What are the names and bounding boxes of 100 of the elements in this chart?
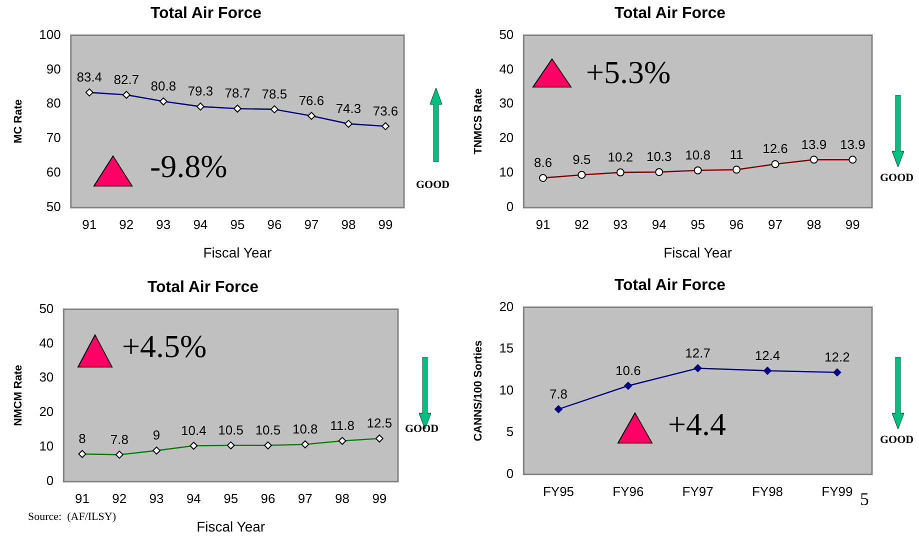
y-axis-title: MC Rate (12, 99, 25, 144)
annotation: +5.3% (586, 54, 671, 90)
point (833, 368, 842, 376)
y-tick-label: 20 (39, 404, 54, 420)
data-label: 10.2 (608, 150, 634, 165)
x-tick-label: 96 (260, 490, 276, 506)
data-label: 8 (78, 431, 86, 446)
source-note: Source: (AF/ILSY) (28, 511, 116, 523)
y-tick-label: 70 (46, 130, 61, 146)
y-tick-label: 50 (39, 300, 54, 316)
x-tick-label: 93 (613, 216, 628, 232)
text: GOOD (880, 172, 914, 184)
y-tick-label: 20 (499, 130, 514, 146)
x-tick-label: 98 (335, 490, 350, 506)
y-tick-label: 0 (506, 199, 514, 214)
y-tick-label: 10 (499, 164, 514, 180)
y-tick-label: 0 (506, 466, 514, 481)
y-axis-title: CANNS/100 Sorties (472, 340, 485, 442)
data-label: 8.6 (534, 155, 552, 170)
y-tick-label: 10 (499, 382, 514, 398)
data-label: 7.8 (549, 386, 568, 402)
data-label: 10.5 (255, 422, 281, 438)
x-tick-label: 95 (224, 490, 238, 506)
data-label: 83.4 (76, 70, 102, 85)
x-tick-label: 98 (806, 216, 822, 232)
chart-title: Total Air Force (147, 279, 259, 296)
text: GOOD (416, 179, 450, 191)
y-axis-title: TNMCS Rate (472, 88, 485, 154)
y-tick-label: 30 (39, 370, 54, 385)
data-label: 73.6 (372, 103, 398, 118)
data-label: 82.7 (114, 72, 140, 87)
y-tick-label: 10 (39, 438, 54, 454)
y-tick-label: 5 (506, 424, 514, 440)
annotation: +4.4 (668, 406, 726, 442)
x-tick-label: 94 (652, 216, 666, 232)
x-tick-label: 93 (156, 216, 171, 232)
data-label: 10.4 (181, 422, 206, 438)
data-label: 80.8 (150, 78, 176, 94)
data-label: 11 (730, 146, 744, 162)
data-label: 76.6 (298, 92, 324, 108)
data-label: 10.3 (646, 149, 672, 164)
y-tick-label: 90 (46, 61, 61, 76)
x-tick-label: 97 (768, 216, 782, 232)
data-label: 74.3 (336, 100, 362, 116)
x-tick-label: 98 (341, 216, 356, 232)
x-tick-label: 91 (536, 216, 550, 232)
x-axis-title: Fiscal Year (664, 244, 732, 260)
x-tick-label: 95 (690, 216, 706, 232)
chart-title: Total Air Force (614, 5, 726, 22)
annotation: +4.5% (122, 328, 207, 364)
y-tick-label: 30 (499, 96, 514, 111)
chart-title: Total Air Force (150, 5, 262, 22)
data-label: 10.8 (292, 421, 318, 436)
y-tick-label: 80 (46, 96, 61, 111)
x-tick-label: FY97 (682, 484, 714, 499)
x-tick-label: 92 (112, 490, 127, 506)
x-tick-label: 99 (845, 216, 860, 232)
x-tick-label: 96 (267, 216, 282, 232)
x-tick-label: FY98 (752, 484, 784, 499)
data-label: 78.5 (262, 86, 288, 102)
x-tick-label: FY95 (542, 484, 574, 499)
annotation: -9.8% (150, 148, 228, 184)
x-tick-label: 94 (193, 216, 208, 232)
point (554, 405, 562, 414)
chart-title: Total Air Force (614, 277, 726, 294)
data-label: 10.8 (685, 147, 710, 162)
y-tick-label: 40 (39, 335, 54, 350)
y-axis-title: NMCM Rate (12, 364, 25, 426)
x-tick-label: FY99 (822, 484, 853, 499)
x-tick-label: 99 (378, 216, 393, 232)
data-label: 9 (152, 428, 160, 443)
data-label: 12.4 (754, 348, 780, 363)
x-tick-label: 95 (230, 216, 245, 232)
y-tick-label: 40 (499, 61, 514, 76)
x-axis-title: Fiscal Year (203, 244, 272, 260)
x-tick-label: 92 (574, 216, 589, 232)
y-tick-label: 50 (46, 199, 61, 214)
x-tick-label: 92 (119, 216, 134, 232)
x-tick-label: 96 (729, 216, 744, 232)
x-tick-label: 97 (298, 490, 312, 506)
point (694, 364, 702, 372)
data-label: 9.5 (572, 152, 591, 167)
x-tick-label: 97 (304, 216, 319, 232)
x-tick-label: 94 (186, 490, 201, 506)
data-label: 13.9 (840, 136, 866, 152)
text: GOOD (880, 434, 914, 446)
point (764, 366, 772, 375)
y-tick-label: 0 (46, 473, 54, 488)
y-tick-label: 60 (46, 164, 61, 180)
x-tick-label: FY96 (612, 484, 644, 499)
y-tick-label: 50 (499, 26, 514, 42)
x-tick-label: 91 (75, 490, 90, 506)
data-label: 12.7 (685, 345, 710, 360)
data-label: 12.5 (366, 416, 392, 431)
y-tick-label: 15 (499, 340, 514, 356)
text: GOOD (405, 423, 439, 435)
x-tick-label: 93 (149, 490, 164, 506)
data-label: 79.3 (188, 84, 214, 99)
data-label: 10.6 (616, 362, 641, 378)
data-label: 12.2 (824, 349, 850, 364)
